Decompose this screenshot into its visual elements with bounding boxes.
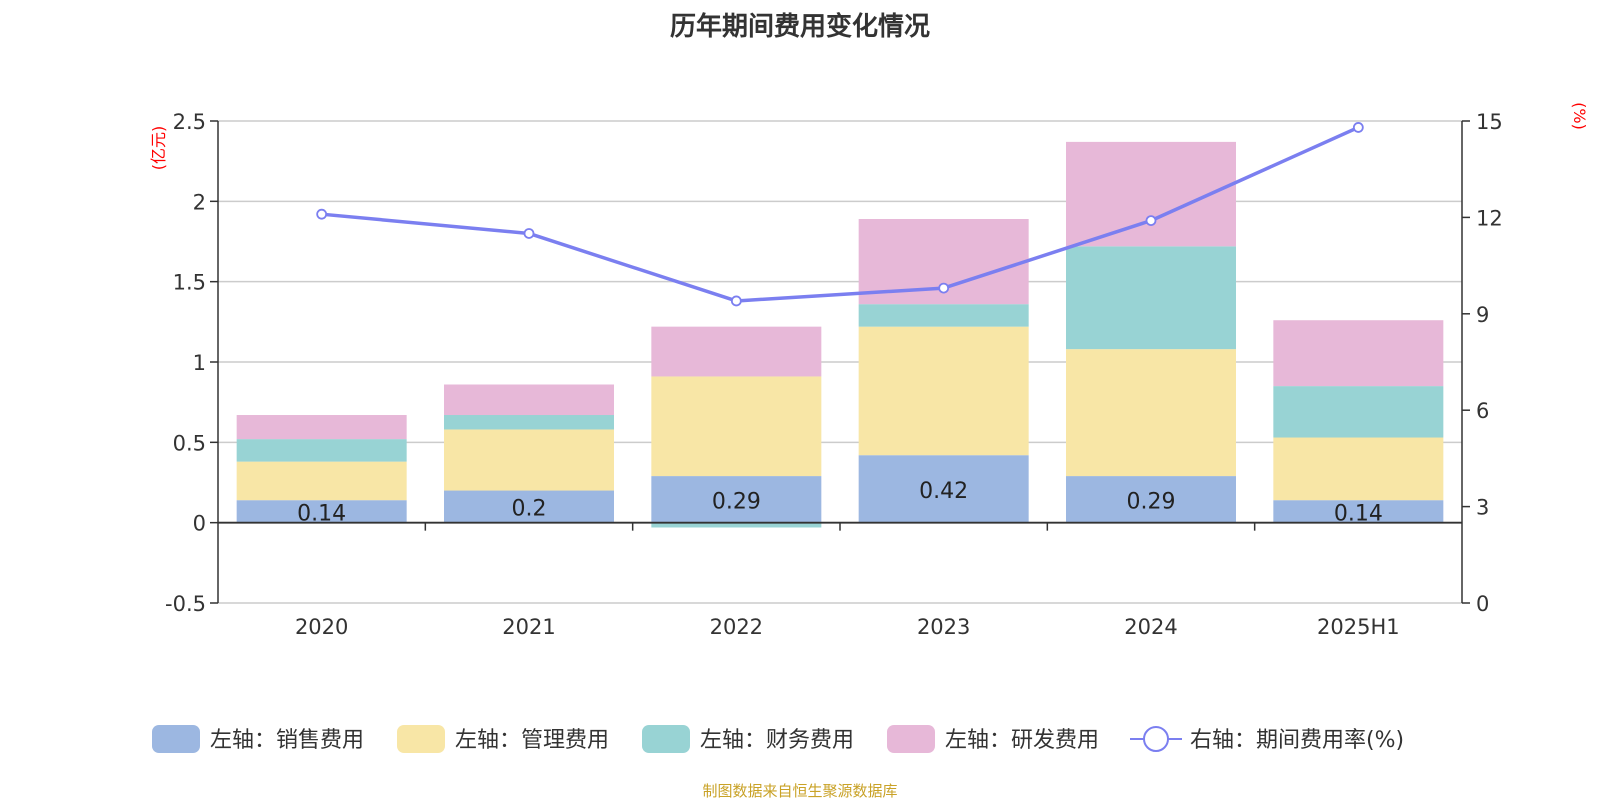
category-label: 2024	[1124, 615, 1177, 639]
legend-line-marker	[1143, 726, 1169, 752]
left-tick-label: 2	[193, 190, 206, 214]
legend-swatch	[887, 725, 935, 753]
legend-swatch	[152, 725, 200, 753]
right-tick-label: 0	[1476, 592, 1489, 616]
line-point	[1145, 215, 1157, 227]
bar-admin	[444, 429, 614, 491]
legend-label: 左轴：研发费用	[945, 728, 1099, 753]
bar-sales	[444, 490, 614, 523]
line-point	[523, 228, 535, 239]
right-axis-unit-label: (%)	[1570, 102, 1589, 130]
bar-admin	[858, 326, 1029, 456]
line-point	[1352, 122, 1364, 133]
line-point	[730, 295, 742, 307]
bar-admin	[1066, 349, 1236, 477]
legend-label: 右轴：期间费用率(%)	[1190, 728, 1404, 753]
line-point	[316, 208, 328, 220]
bar-sales	[858, 455, 1029, 523]
bar-sales	[1273, 500, 1444, 523]
source-note: 制图数据来自恒生聚源数据库	[702, 782, 898, 800]
category-label: 2021	[502, 615, 555, 639]
bar-sales	[651, 476, 822, 523]
bar-admin	[236, 461, 407, 501]
bar-finance	[236, 439, 407, 462]
legend-label: 左轴：财务费用	[700, 728, 854, 753]
line-series-rate	[321, 125, 1360, 303]
legend-label: 左轴：管理费用	[455, 728, 609, 753]
legend-label: 左轴：销售费用	[210, 728, 364, 753]
category-label: 2023	[917, 615, 970, 639]
bar-data-label: 0.29	[712, 489, 761, 514]
left-tick-label: 1.5	[173, 271, 206, 295]
left-tick-label: 1	[193, 351, 206, 375]
bar-finance	[651, 522, 822, 528]
right-tick-label: 15	[1476, 110, 1503, 134]
bar-finance	[1066, 246, 1236, 350]
bar-rd	[444, 384, 614, 416]
bar-data-label: 0.2	[512, 497, 547, 522]
category-label: 2022	[710, 615, 763, 639]
right-tick-label: 3	[1476, 496, 1489, 520]
bar-sales	[236, 500, 407, 523]
right-tick-label: 6	[1476, 399, 1489, 423]
legend-swatch	[642, 725, 690, 753]
bar-rd	[651, 326, 822, 377]
bar-data-label: 0.29	[1127, 489, 1176, 514]
left-tick-label: -0.5	[165, 592, 206, 616]
left-axis-unit-label: (亿元)	[149, 126, 168, 171]
bar-admin	[1273, 437, 1444, 501]
bar-data-label: 0.42	[919, 479, 968, 504]
line-point	[938, 282, 950, 294]
right-tick-label: 12	[1476, 206, 1503, 230]
bar-finance	[444, 415, 614, 430]
category-label: 2025H1	[1317, 615, 1400, 639]
bar-rd	[1273, 320, 1444, 387]
right-tick-label: 9	[1476, 303, 1489, 327]
category-label: 2020	[295, 615, 348, 639]
left-tick-label: 2.5	[173, 110, 206, 134]
chart-title: 历年期间费用变化情况	[669, 12, 930, 42]
left-tick-label: 0	[193, 512, 206, 536]
left-tick-label: 0.5	[173, 431, 206, 455]
bar-finance	[858, 304, 1029, 327]
bar-finance	[1273, 386, 1444, 438]
bar-admin	[651, 376, 822, 477]
bar-rd	[236, 415, 407, 440]
bar-sales	[1066, 476, 1236, 523]
legend-swatch	[397, 725, 445, 753]
